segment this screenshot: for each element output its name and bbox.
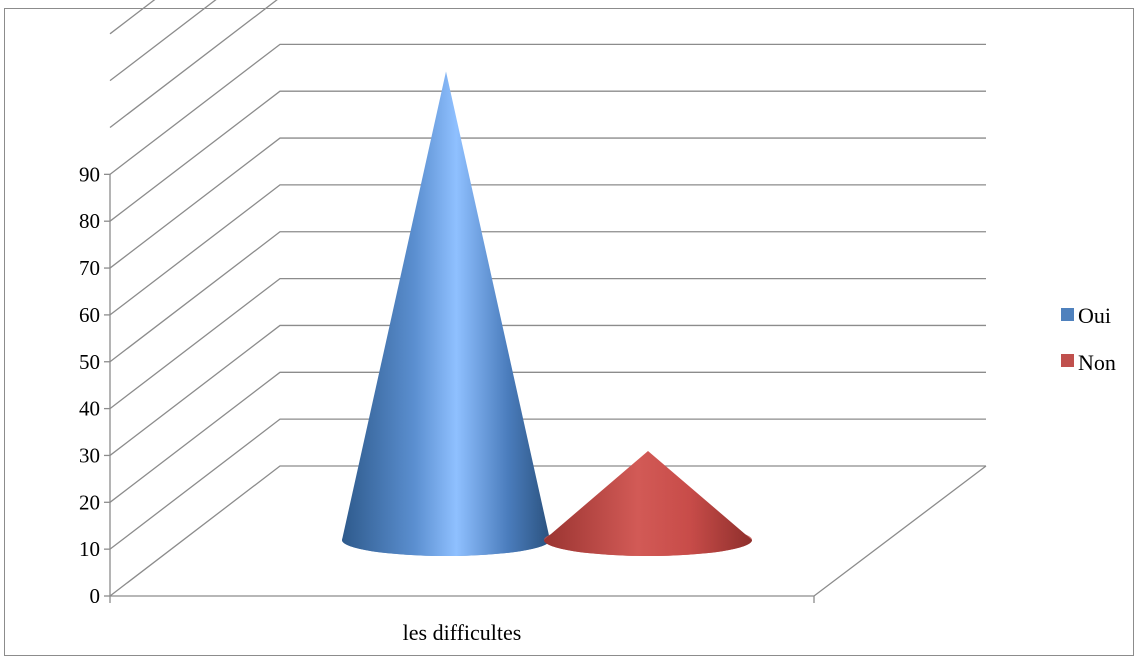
cone-oui [342,71,550,556]
cone-body [342,71,550,556]
y-tick-label: 10 [79,537,100,561]
y-tick-label: 90 [79,162,100,186]
gridline [109,371,986,503]
gridline [109,43,986,175]
gridline [109,0,217,82]
legend-swatch-oui [1061,308,1074,321]
y-tick-label: 30 [79,443,100,467]
legend: Oui Non [1061,303,1116,375]
y-tick-label: 50 [79,350,100,374]
y-tick-label: 40 [79,397,100,421]
gridline [109,0,278,129]
gridline [109,231,986,363]
y-tick-label: 80 [79,209,100,233]
x-category-label: les difficultes [403,620,522,645]
y-tick-label: 20 [79,490,100,514]
gridline [109,90,986,222]
cone-non [544,450,752,556]
legend-swatch-non [1061,354,1074,367]
legend-label-oui: Oui [1078,303,1111,328]
gridline [109,465,986,597]
gridline [109,137,986,269]
y-tick-label: 60 [79,303,100,327]
gridline [109,418,986,550]
gridline [109,277,986,410]
legend-label-non: Non [1078,350,1116,375]
y-tick-label: 0 [90,584,101,608]
gridlines [109,0,987,603]
gridline [109,324,986,456]
y-axis-ticks: 0 10 20 30 40 50 60 70 80 90 [79,162,110,608]
cone-body [544,450,752,556]
gridline [109,0,156,35]
y-tick-label: 70 [79,256,100,280]
gridline [109,184,986,316]
data-cones [342,71,752,556]
